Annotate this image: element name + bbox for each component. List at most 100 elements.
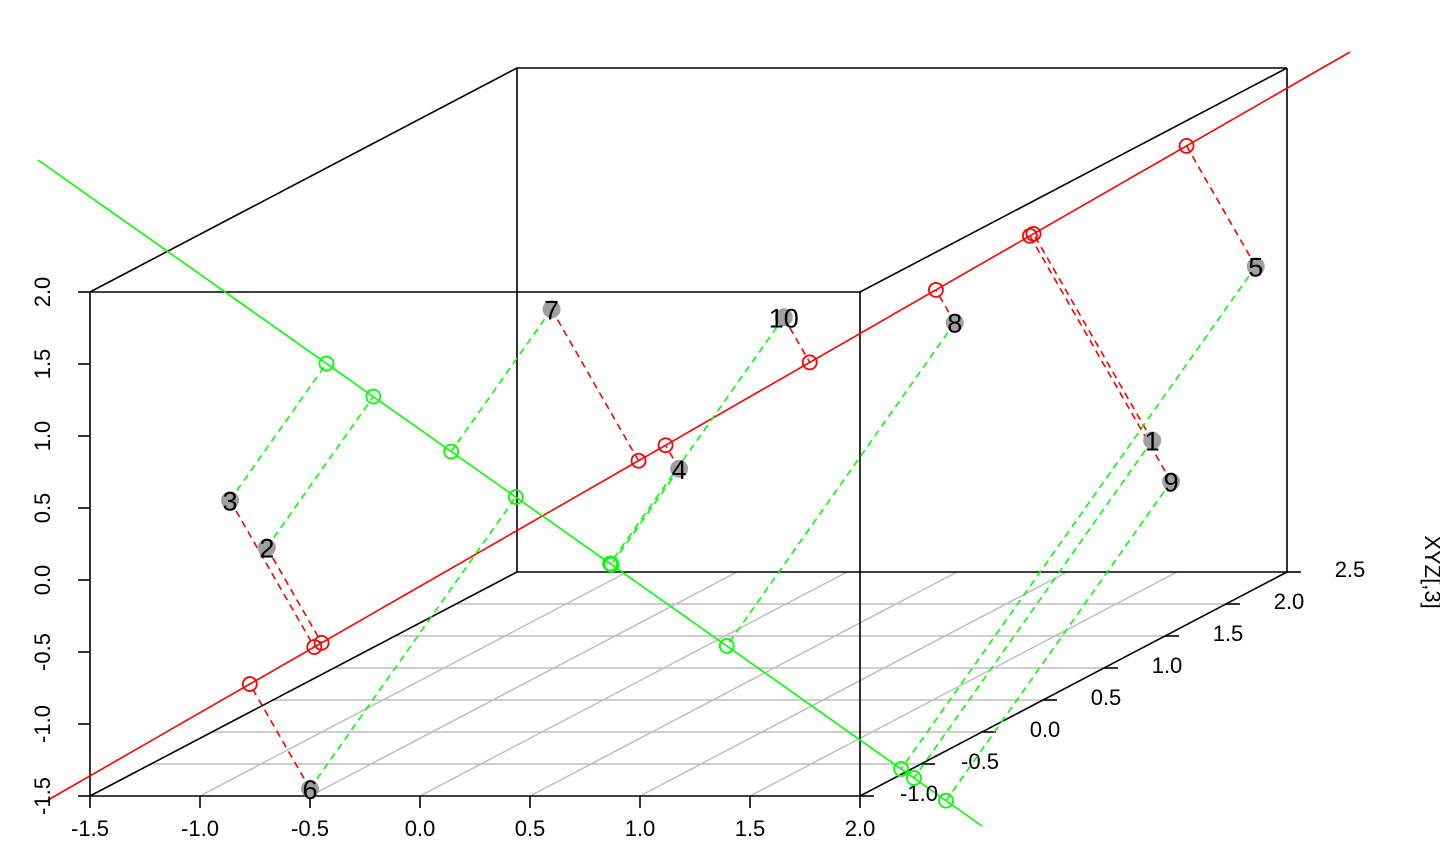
y-tick-label: 2.0: [1274, 589, 1305, 614]
z-tick-label: 1.0: [30, 421, 55, 452]
data-point: [221, 491, 239, 510]
grid-line: [419, 571, 848, 797]
y-tick-label: 0.0: [1030, 717, 1061, 742]
red-projection-line: [550, 308, 640, 462]
point-label: 10: [769, 303, 799, 333]
y-tick-label: 2.5: [1335, 557, 1366, 582]
y-tick-label: 1.5: [1213, 621, 1244, 646]
x-tick-label: 1.5: [735, 816, 766, 841]
z-axis-title: XYZ[,3]: [1420, 535, 1440, 608]
grid-line: [309, 571, 738, 797]
red-projection-marker: [928, 281, 944, 298]
y-tick-label: 0.5: [1091, 685, 1122, 710]
y-tick-label: -1.0: [900, 781, 938, 806]
red-projection-line: [229, 499, 315, 648]
projection-lines: [229, 145, 1257, 802]
red-projection-marker: [306, 639, 323, 655]
data-point: [945, 313, 964, 332]
box-edge: [89, 67, 518, 293]
z-axis: -1.5 -1.0 -0.5 0.0 0.5 1.0 1.5 2.0: [30, 277, 90, 815]
point-label: 6: [302, 775, 317, 805]
box-edge: [859, 67, 1288, 293]
green-projection-line: [900, 265, 1257, 770]
z-tick-label: 1.5: [30, 349, 55, 380]
red-projection-line: [266, 547, 323, 644]
point-label: 9: [1164, 468, 1179, 498]
z-tick-label: 2.0: [30, 277, 55, 308]
x-tick-label: 1.0: [625, 816, 656, 841]
green-projection-line: [945, 481, 1172, 802]
red-projection-marker: [657, 437, 674, 454]
red-projection-marker: [1178, 138, 1195, 154]
green-projection-line: [609, 316, 785, 565]
green-projection-marker: [602, 555, 618, 572]
data-point: [1246, 257, 1265, 276]
red-projection-line: [249, 683, 311, 790]
x-axis: -1.5 -1.0 -0.5 0.0 0.5 1.0 1.5 2.0: [71, 796, 875, 841]
green-projection-marker: [906, 770, 922, 786]
green-projection-marker: [893, 761, 910, 777]
data-point: [1143, 431, 1162, 450]
z-tick-label: 0.0: [30, 565, 55, 596]
x-tick-label: 0.5: [515, 816, 546, 841]
point-label: 8: [947, 309, 962, 339]
data-point: [301, 779, 319, 798]
z-tick-label: 0.5: [30, 493, 55, 524]
data-point: [1162, 472, 1181, 491]
green-projection-marker: [443, 443, 460, 460]
red-projection-line: [1185, 145, 1257, 267]
floor-grid: [151, 571, 1226, 797]
box-edge: [89, 571, 518, 797]
bounding-box: [89, 67, 1288, 797]
data-point: [670, 459, 689, 478]
green-projection-line: [610, 468, 680, 566]
x-tick-label: -1.0: [181, 816, 219, 841]
point-label: 3: [222, 486, 237, 516]
green-projection-marker: [365, 388, 382, 405]
red-projection-marker: [630, 452, 647, 469]
red-projection-marker: [241, 676, 258, 692]
green-projection-line: [266, 396, 374, 548]
x-tick-label: 2.0: [845, 816, 876, 841]
grid-line: [529, 571, 958, 797]
data-point: [257, 538, 276, 557]
green-projection-line: [913, 440, 1153, 779]
point-label: 1: [1145, 426, 1160, 456]
red-projection-line: [1032, 233, 1153, 441]
x-tick-label: 0.0: [405, 816, 436, 841]
green-projection-line: [726, 322, 956, 647]
green-projection-line: [309, 496, 517, 790]
green-projection-marker: [938, 792, 954, 809]
y-axis: -1.0 -0.5 0.0 0.5 1.0 1.5 2.0 2.5: [860, 557, 1365, 806]
green-projection-marker: [507, 489, 524, 505]
red-projection-marker: [1025, 225, 1042, 242]
red-projection-marker: [801, 354, 818, 371]
grid-line: [749, 571, 1178, 797]
data-point: [774, 308, 793, 327]
y-tick-label: 1.0: [1152, 653, 1183, 678]
z-tick-label: -1.0: [30, 705, 55, 743]
point-label: 4: [672, 455, 687, 485]
green-projection-marker: [718, 638, 735, 654]
green-projection-line: [450, 308, 553, 452]
green-projection-line: [229, 363, 328, 501]
x-tick-label: -0.5: [291, 816, 329, 841]
z-tick-label: -1.5: [30, 777, 55, 815]
box-edge: [859, 571, 1288, 797]
z-tick-label: -0.5: [30, 633, 55, 671]
green-projection-marker: [318, 355, 335, 372]
point-label: 2: [259, 534, 274, 564]
red-axis-line: [47, 51, 1351, 801]
grid-line: [199, 571, 628, 797]
x-tick-label: -1.5: [71, 816, 109, 841]
red-projection-line: [783, 316, 811, 363]
data-point: [542, 300, 561, 319]
red-projection-marker: [1022, 227, 1038, 244]
point-label: 5: [1248, 252, 1263, 282]
projection-markers: [241, 138, 1195, 809]
grid-line: [639, 571, 1068, 797]
point-label: 7: [544, 295, 559, 325]
data-points: [221, 257, 1265, 798]
